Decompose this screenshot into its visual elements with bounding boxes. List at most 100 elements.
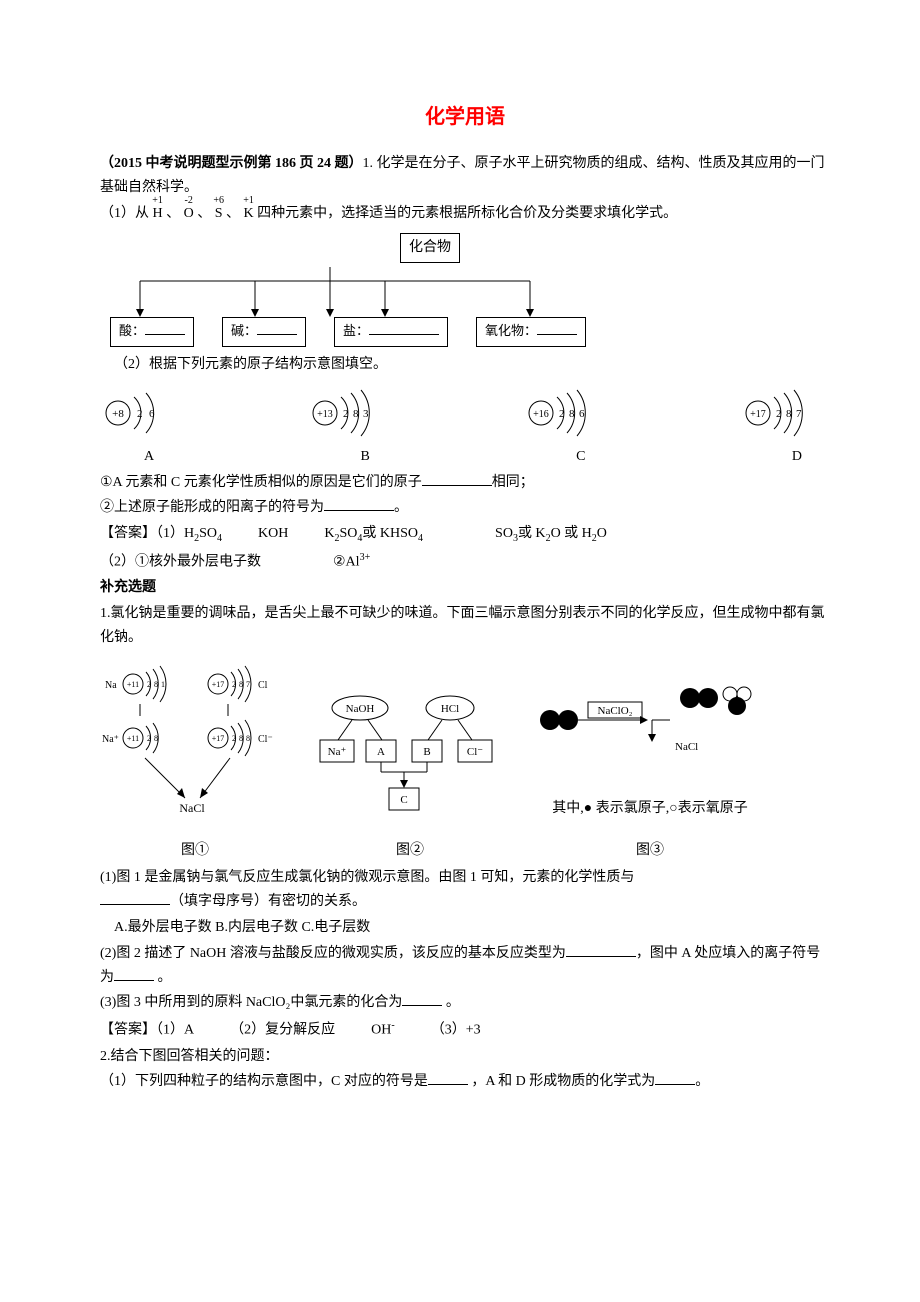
- q1-prefix: （1）从: [100, 206, 149, 221]
- svg-text:2: 2: [147, 680, 151, 689]
- compound-tree: 化合物 酸： 碱： 盐： 氧化物：: [110, 233, 830, 347]
- atom-row: +8 2 6 +13 2 8 3 +16 2 8 6 +17 2 8 7: [100, 383, 830, 443]
- elem-o: -2O: [184, 202, 194, 226]
- blank-s2-1b: [655, 1070, 695, 1085]
- supp1-text: 1.氯化钠是重要的调味品，是舌尖上最不可缺少的味道。下面三幅示意图分别表示不同的…: [100, 602, 830, 650]
- fig2-svg: NaOH HCl Na⁺ A B Cl⁻ C: [310, 690, 510, 830]
- supp-heading: 补充选题: [100, 576, 830, 600]
- elem-s: +6S: [215, 202, 223, 226]
- svg-text:C: C: [400, 794, 407, 806]
- svg-text:1: 1: [161, 680, 165, 689]
- svg-text:+16: +16: [533, 409, 549, 420]
- svg-text:+17: +17: [750, 409, 766, 420]
- q1-line: （1）从 +1H 、 -2O 、 +6S 、 +1K 四种元素中，选择适当的元素…: [100, 202, 830, 226]
- fig3-legend: 其中,● 表示氯原子,○表示氧原子: [530, 797, 770, 821]
- atom-b: +13 2 8 3: [307, 383, 397, 443]
- supp1-2: (2)图 2 描述了 NaOH 溶液与盐酸反应的微观实质，该反应的基本反应类型为…: [100, 942, 830, 990]
- answer-line1: 【答案】（1）H2SO4KOHK2SO4或 KHSO4SO3或 K2O 或 H2…: [100, 522, 830, 547]
- leaf-base: 碱：: [222, 317, 306, 347]
- svg-text:8: 8: [786, 408, 792, 420]
- blank-s1-2b: [114, 966, 154, 981]
- svg-text:2: 2: [559, 408, 565, 420]
- page-title: 化学用语: [100, 100, 830, 134]
- svg-text:8: 8: [154, 734, 158, 743]
- svg-text:6: 6: [149, 408, 155, 420]
- leaf-oxide: 氧化物：: [476, 317, 586, 347]
- blank-salt: [369, 320, 439, 335]
- supp1-1: (1)图 1 是金属钠与氯气反应生成氯化钠的微观示意图。由图 1 可知，元素的化…: [100, 866, 830, 914]
- blank-base: [257, 320, 297, 335]
- svg-text:6: 6: [579, 408, 585, 420]
- blank-s2-1a: [428, 1070, 468, 1085]
- supp1-3: (3)图 3 中所用到的原料 NaClO₂中氯元素的化合为 。: [100, 991, 830, 1015]
- atom-d: +17 2 8 7: [740, 383, 830, 443]
- q2-2: ②上述原子能形成的阳离子的符号为。: [100, 496, 830, 520]
- figure-3: NaClO₂ NaCl 其中,● 表示氯原子,○表示氧原子 图③: [530, 678, 770, 862]
- elem-k: +1K: [244, 202, 254, 226]
- svg-text:NaClO₂: NaClO₂: [598, 705, 633, 717]
- svg-text:Cl⁻: Cl⁻: [467, 746, 483, 758]
- tree-connector-svg: [100, 267, 620, 317]
- svg-text:8: 8: [569, 408, 575, 420]
- svg-text:7: 7: [246, 680, 250, 689]
- q1-suffix: 四种元素中，选择适当的元素根据所标化合价及分类要求填化学式。: [257, 206, 677, 221]
- svg-text:NaCl: NaCl: [675, 741, 698, 753]
- q2-1: ①A 元素和 C 元素化学性质相似的原因是它们的原子相同；: [100, 471, 830, 495]
- svg-text:Na⁺: Na⁺: [102, 734, 119, 745]
- svg-text:8: 8: [246, 734, 250, 743]
- fig3-svg: NaClO₂ NaCl: [530, 678, 770, 788]
- figure-1: Na +11 281 +17 287 Cl Na⁺ +11 28: [100, 660, 290, 863]
- fig1-label: 图①: [100, 839, 290, 863]
- tree-leaf-row: 酸： 碱： 盐： 氧化物：: [110, 317, 830, 347]
- intro-bold: （2015 中考说明题型示例第 186 页 24 题）: [100, 156, 363, 171]
- elem-h: +1H: [153, 202, 163, 226]
- blank-acid: [145, 320, 185, 335]
- svg-text:+17: +17: [212, 680, 225, 689]
- leaf-acid: 酸：: [110, 317, 194, 347]
- label-a: A: [144, 445, 154, 469]
- svg-text:NaOH: NaOH: [346, 703, 375, 715]
- blank-q2-1: [422, 471, 492, 486]
- tree-root: 化合物: [400, 233, 460, 263]
- blank-s1-2a: [566, 942, 636, 957]
- svg-text:2: 2: [147, 734, 151, 743]
- svg-text:2: 2: [137, 408, 143, 420]
- svg-text:8: 8: [239, 680, 243, 689]
- svg-text:A: A: [377, 746, 385, 758]
- fig3-label: 图③: [530, 839, 770, 863]
- svg-text:+13: +13: [317, 409, 333, 420]
- svg-text:Na: Na: [105, 680, 117, 691]
- supp1-choices: A.最外层电子数 B.内层电子数 C.电子层数: [114, 916, 830, 940]
- label-d: D: [792, 445, 802, 469]
- svg-text:8: 8: [154, 680, 158, 689]
- svg-text:+17: +17: [212, 734, 225, 743]
- svg-text:8: 8: [239, 734, 243, 743]
- svg-text:2: 2: [343, 408, 349, 420]
- svg-text:8: 8: [353, 408, 359, 420]
- answer-line2: （2）①核外最外层电子数②Al3+: [100, 549, 830, 574]
- svg-text:+8: +8: [112, 408, 124, 420]
- label-c: C: [576, 445, 585, 469]
- svg-text:2: 2: [232, 734, 236, 743]
- svg-text:Cl⁻: Cl⁻: [258, 734, 273, 745]
- svg-text:7: 7: [796, 408, 802, 420]
- svg-text:3: 3: [363, 408, 369, 420]
- svg-text:2: 2: [232, 680, 236, 689]
- label-b: B: [360, 445, 369, 469]
- leaf-salt: 盐：: [334, 317, 448, 347]
- atom-c: +16 2 8 6: [523, 383, 613, 443]
- svg-text:2: 2: [776, 408, 782, 420]
- svg-text:+11: +11: [127, 734, 139, 743]
- intro-text: （2015 中考说明题型示例第 186 页 24 题）1. 化学是在分子、原子水…: [100, 152, 830, 200]
- atom-a: +8 2 6: [100, 383, 180, 443]
- supp1-ans: 【答案】（1）A（2）复分解反应OH-（3）+3: [100, 1017, 830, 1042]
- svg-text:NaCl: NaCl: [179, 801, 205, 815]
- blank-q2-2: [324, 496, 394, 511]
- figures-row: Na +11 281 +17 287 Cl Na⁺ +11 28: [100, 660, 830, 863]
- fig1-svg: Na +11 281 +17 287 Cl Na⁺ +11 28: [100, 660, 290, 830]
- svg-text:Cl: Cl: [258, 680, 268, 691]
- svg-text:+11: +11: [127, 680, 139, 689]
- supp2: 2.结合下图回答相关的问题：: [100, 1045, 830, 1069]
- supp2-1: （1）下列四种粒子的结构示意图中，C 对应的符号是 ，A 和 D 形成物质的化学…: [100, 1070, 830, 1094]
- blank-s1-1: [100, 890, 170, 905]
